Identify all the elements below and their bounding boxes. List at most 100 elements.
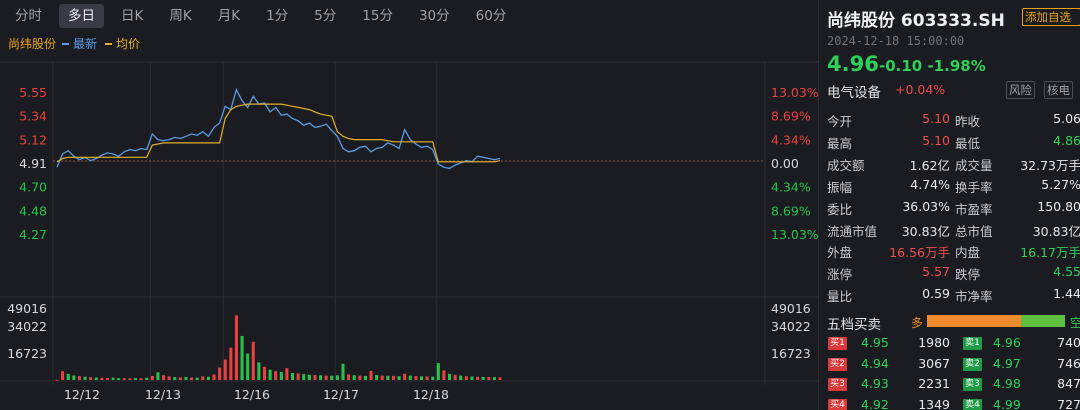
volume-bar <box>425 376 429 380</box>
nuclear-tag-button[interactable]: 核电 <box>1044 81 1073 99</box>
volume-bar <box>251 341 255 380</box>
volume-tick-label: 49016 <box>7 301 47 316</box>
ask-tag: 卖4 <box>963 398 982 410</box>
volume-bar <box>105 377 109 380</box>
quote-value: 36.03% <box>902 198 950 214</box>
quote-label: 振幅 <box>827 179 853 195</box>
price-tick-label: 4.70 <box>19 179 47 194</box>
quote-row: 外盘 16.56万手 内盘 16.17万手 <box>819 240 1080 262</box>
bid-tag: 买4 <box>828 398 847 410</box>
price-change: -0.10 -1.98% <box>879 57 986 75</box>
volume-bar <box>375 375 379 380</box>
add-watchlist-button[interactable]: 添加自选 <box>1022 8 1080 26</box>
tab-0[interactable]: 分时 <box>15 8 42 24</box>
tab-2[interactable]: 日K <box>121 8 144 24</box>
quote-label: 流通市值 <box>827 223 878 239</box>
tab-1[interactable]: 多日 <box>59 4 104 28</box>
period-tabs: 分时 多日 日K 周K 月K 1分 5分 15分 30分 60分 <box>0 0 820 32</box>
ask-tag: 卖3 <box>963 378 982 391</box>
volume-bar <box>324 375 328 380</box>
volume-bar <box>498 377 502 380</box>
legend-latest: 最新 <box>62 35 97 52</box>
date-tick-label: 12/18 <box>413 387 449 402</box>
quote-label: 委比 <box>827 201 853 217</box>
volume-bar <box>167 376 171 380</box>
volume-tick-label: 16723 <box>7 346 47 361</box>
tab-9[interactable]: 60分 <box>475 8 507 24</box>
quote-row: 今开 5.10 昨收 5.06 <box>819 109 1080 131</box>
ask-volume: 740 <box>1057 335 1080 350</box>
ask-volume: 847 <box>1057 376 1080 391</box>
bid-volume: 1349 <box>918 396 950 410</box>
volume-bar <box>178 377 182 380</box>
bid-volume: 3067 <box>918 355 950 371</box>
tab-7[interactable]: 15分 <box>362 8 393 24</box>
date-tick-label: 12/12 <box>64 387 100 402</box>
bid-price: 4.95 <box>861 335 889 350</box>
latest-price-line <box>56 87 501 170</box>
quote-label: 成交额 <box>827 157 865 173</box>
quote-label: 外盘 <box>827 245 853 261</box>
volume-bar <box>94 377 98 380</box>
tab-8[interactable]: 30分 <box>418 8 450 24</box>
quote-label: 总市值 <box>955 223 993 239</box>
quote-label: 市盈率 <box>955 201 993 217</box>
bear-ratio-fill <box>1020 315 1065 327</box>
volume-bar <box>476 376 480 380</box>
quote-row: 成交额 1.62亿 成交量 32.73万手 <box>819 153 1080 175</box>
stock-title: 尚纬股份 603333.SH <box>827 11 1005 31</box>
volume-bar <box>111 377 115 380</box>
quote-value: 5.27% <box>1041 176 1080 192</box>
volume-bar <box>414 376 418 380</box>
volume-bar <box>162 375 166 380</box>
volume-bar <box>391 375 395 380</box>
volume-bar <box>190 377 194 380</box>
orderbook-title: 五档买卖 <box>827 317 881 333</box>
tab-4[interactable]: 月K <box>217 8 241 24</box>
volume-bar <box>347 374 351 380</box>
quote-value: 150.80 <box>1037 198 1080 214</box>
volume-bar <box>184 376 188 380</box>
legend-avg-label: 均价 <box>116 37 141 51</box>
quote-value: 5.06 <box>1053 111 1080 126</box>
chart-legend: 尚纬股份 最新 均价 <box>8 35 148 52</box>
quote-label: 昨收 <box>955 114 981 129</box>
volume-bar <box>397 376 401 380</box>
quote-value: 5.57 <box>922 264 950 280</box>
legend-stock-name: 尚纬股份 <box>8 37 57 51</box>
sector-name[interactable]: 电气设备 <box>827 85 881 101</box>
price-tick-label: 4.27 <box>19 227 47 242</box>
orderbook-row: 买1 4.95 1980 卖1 4.96 740 <box>819 333 1080 353</box>
date-tick-label: 12/17 <box>323 387 359 402</box>
volume-bar <box>268 369 272 380</box>
volume-bar <box>285 368 289 380</box>
ask-price: 4.96 <box>993 335 1021 350</box>
quote-value: 16.56万手 <box>889 245 950 261</box>
bid-tag: 买1 <box>828 337 847 350</box>
ask-price: 4.97 <box>993 355 1021 371</box>
tab-5[interactable]: 1分 <box>266 8 289 24</box>
volume-bar <box>492 377 496 380</box>
volume-bar <box>453 374 457 380</box>
price-volume-chart[interactable]: 5.55 13.03% 5.34 8.69% 5.12 4.34% 4.91 0.00 4.70… <box>0 0 818 410</box>
orderbook-row: 买2 4.94 3067 卖2 4.97 746 <box>819 354 1080 374</box>
volume-bar <box>330 375 334 380</box>
volume-bar <box>302 374 306 380</box>
pct-tick-label: 8.69% <box>771 108 811 123</box>
quote-value: 4.86 <box>1053 132 1080 148</box>
volume-bar <box>195 377 199 380</box>
volume-bar <box>448 373 452 380</box>
volume-bar <box>296 373 300 380</box>
bid-tag: 买3 <box>828 378 847 391</box>
volume-tick-label: 34022 <box>771 319 811 334</box>
quote-label: 内盘 <box>955 245 981 261</box>
risk-tag-button[interactable]: 风险 <box>1006 81 1035 99</box>
volume-bar <box>459 375 463 380</box>
ask-volume: 746 <box>1057 355 1080 371</box>
bid-volume: 1980 <box>918 335 950 350</box>
volume-bar <box>363 375 367 380</box>
tab-6[interactable]: 5分 <box>314 8 337 24</box>
tab-3[interactable]: 周K <box>169 8 192 24</box>
quote-value: 32.73万手 <box>1020 157 1080 173</box>
ask-price: 4.98 <box>993 376 1021 391</box>
